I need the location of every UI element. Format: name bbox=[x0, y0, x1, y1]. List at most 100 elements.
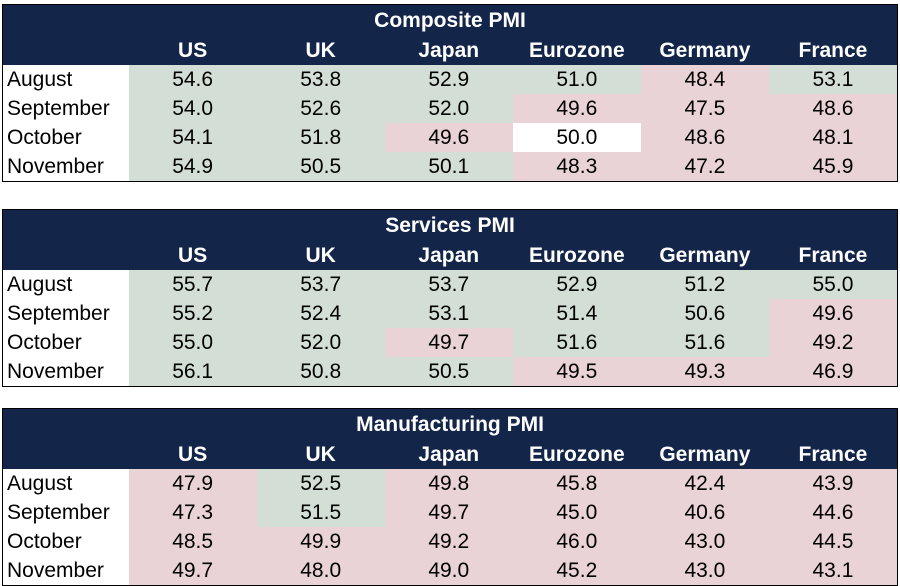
corner-cell bbox=[3, 440, 129, 469]
value-cell: 49.7 bbox=[384, 498, 513, 527]
row-label: September bbox=[7, 302, 110, 325]
row-label: October bbox=[7, 530, 82, 553]
table-row: September 47.3 51.5 49.7 45.0 40.6 44.6 bbox=[3, 498, 897, 527]
column-header-row: US UK Japan Eurozone Germany France bbox=[3, 36, 897, 65]
table-header: Services PMI US UK Japan Eurozone Germany Fran… bbox=[3, 210, 897, 270]
column-header: France bbox=[798, 443, 868, 466]
value-cell: 51.2 bbox=[640, 270, 769, 299]
table-row: September 55.2 52.4 53.1 51.4 50.6 49.6 bbox=[3, 299, 897, 328]
table-title: Services PMI bbox=[385, 214, 515, 237]
value-cell: 51.8 bbox=[256, 123, 385, 152]
table-row: September 54.0 52.6 52.0 49.6 47.5 48.6 bbox=[3, 94, 897, 123]
value-cell: 53.7 bbox=[256, 270, 385, 299]
value-cell: 52.0 bbox=[256, 328, 385, 357]
table-row: October 48.5 49.9 49.2 46.0 43.0 44.5 bbox=[3, 527, 897, 556]
value-cell: 50.1 bbox=[384, 152, 513, 181]
value-cell: 54.6 bbox=[128, 65, 257, 94]
value-cell: 42.4 bbox=[640, 469, 769, 498]
value-cell: 50.0 bbox=[512, 123, 641, 152]
value-cell: 49.6 bbox=[512, 94, 641, 123]
value-cell: 40.6 bbox=[640, 498, 769, 527]
column-header: US bbox=[178, 39, 208, 62]
pmi-table: Composite PMI US UK Japan Eurozone Germany Fra… bbox=[2, 4, 898, 182]
value-cell: 48.4 bbox=[640, 65, 769, 94]
value-cell: 47.5 bbox=[640, 94, 769, 123]
value-cell: 49.2 bbox=[384, 527, 513, 556]
row-label: September bbox=[7, 97, 110, 120]
value-cell: 48.6 bbox=[768, 94, 897, 123]
table-title: Manufacturing PMI bbox=[356, 413, 544, 436]
value-cell: 46.9 bbox=[768, 357, 897, 386]
pmi-table: Manufacturing PMI US UK Japan Eurozone German… bbox=[2, 408, 898, 586]
column-header-row: US UK Japan Eurozone Germany France bbox=[3, 440, 897, 469]
row-label: August bbox=[7, 68, 73, 91]
table-row: October 54.1 51.8 49.6 50.0 48.6 48.1 bbox=[3, 123, 897, 152]
value-cell: 54.0 bbox=[128, 94, 257, 123]
value-cell: 50.5 bbox=[256, 152, 385, 181]
column-header-row: US UK Japan Eurozone Germany France bbox=[3, 241, 897, 270]
value-cell: 45.0 bbox=[512, 498, 641, 527]
table-title: Composite PMI bbox=[374, 9, 526, 32]
corner-cell bbox=[3, 241, 129, 270]
value-cell: 49.2 bbox=[768, 328, 897, 357]
value-cell: 52.9 bbox=[512, 270, 641, 299]
table-row: August 54.6 53.8 52.9 51.0 48.4 53.1 bbox=[3, 65, 897, 94]
value-cell: 48.1 bbox=[768, 123, 897, 152]
value-cell: 52.5 bbox=[256, 469, 385, 498]
column-header: Germany bbox=[659, 244, 751, 267]
column-header: Germany bbox=[659, 39, 751, 62]
value-cell: 56.1 bbox=[128, 357, 257, 386]
value-cell: 54.9 bbox=[128, 152, 257, 181]
value-cell: 52.4 bbox=[256, 299, 385, 328]
value-cell: 49.9 bbox=[256, 527, 385, 556]
value-cell: 46.0 bbox=[512, 527, 641, 556]
value-cell: 47.3 bbox=[128, 498, 257, 527]
corner-cell bbox=[3, 36, 129, 65]
value-cell: 48.3 bbox=[512, 152, 641, 181]
table-header: Composite PMI US UK Japan Eurozone Germany Fra… bbox=[3, 5, 897, 65]
table-row: November 54.9 50.5 50.1 48.3 47.2 45.9 bbox=[3, 152, 897, 181]
value-cell: 53.1 bbox=[768, 65, 897, 94]
value-cell: 51.6 bbox=[640, 328, 769, 357]
value-cell: 50.8 bbox=[256, 357, 385, 386]
value-cell: 49.7 bbox=[384, 328, 513, 357]
value-cell: 50.6 bbox=[640, 299, 769, 328]
table-row: November 49.7 48.0 49.0 45.2 43.0 43.1 bbox=[3, 556, 897, 585]
column-header: UK bbox=[305, 244, 336, 267]
value-cell: 50.5 bbox=[384, 357, 513, 386]
value-cell: 43.0 bbox=[640, 527, 769, 556]
value-cell: 55.0 bbox=[128, 328, 257, 357]
value-cell: 45.8 bbox=[512, 469, 641, 498]
column-header: Germany bbox=[659, 443, 751, 466]
row-label: August bbox=[7, 273, 73, 296]
value-cell: 55.0 bbox=[768, 270, 897, 299]
value-cell: 49.3 bbox=[640, 357, 769, 386]
value-cell: 52.6 bbox=[256, 94, 385, 123]
value-cell: 48.5 bbox=[128, 527, 257, 556]
value-cell: 51.6 bbox=[512, 328, 641, 357]
column-header: Japan bbox=[418, 443, 480, 466]
row-label: August bbox=[7, 472, 73, 495]
column-header: UK bbox=[305, 39, 336, 62]
value-cell: 47.9 bbox=[128, 469, 257, 498]
column-header: Japan bbox=[418, 244, 480, 267]
row-label: October bbox=[7, 331, 82, 354]
column-header: Eurozone bbox=[528, 39, 625, 62]
column-header: Eurozone bbox=[528, 244, 625, 267]
value-cell: 48.6 bbox=[640, 123, 769, 152]
table-row: August 55.7 53.7 53.7 52.9 51.2 55.0 bbox=[3, 270, 897, 299]
value-cell: 53.1 bbox=[384, 299, 513, 328]
value-cell: 52.0 bbox=[384, 94, 513, 123]
table-row: October 55.0 52.0 49.7 51.6 51.6 49.2 bbox=[3, 328, 897, 357]
column-header: France bbox=[798, 244, 868, 267]
table-row: August 47.9 52.5 49.8 45.8 42.4 43.9 bbox=[3, 469, 897, 498]
value-cell: 53.8 bbox=[256, 65, 385, 94]
value-cell: 43.9 bbox=[768, 469, 897, 498]
value-cell: 48.0 bbox=[256, 556, 385, 585]
pmi-table: Services PMI US UK Japan Eurozone Germany Fran… bbox=[2, 209, 898, 387]
value-cell: 53.7 bbox=[384, 270, 513, 299]
value-cell: 49.6 bbox=[768, 299, 897, 328]
value-cell: 51.0 bbox=[512, 65, 641, 94]
column-header: France bbox=[798, 39, 868, 62]
value-cell: 51.5 bbox=[256, 498, 385, 527]
